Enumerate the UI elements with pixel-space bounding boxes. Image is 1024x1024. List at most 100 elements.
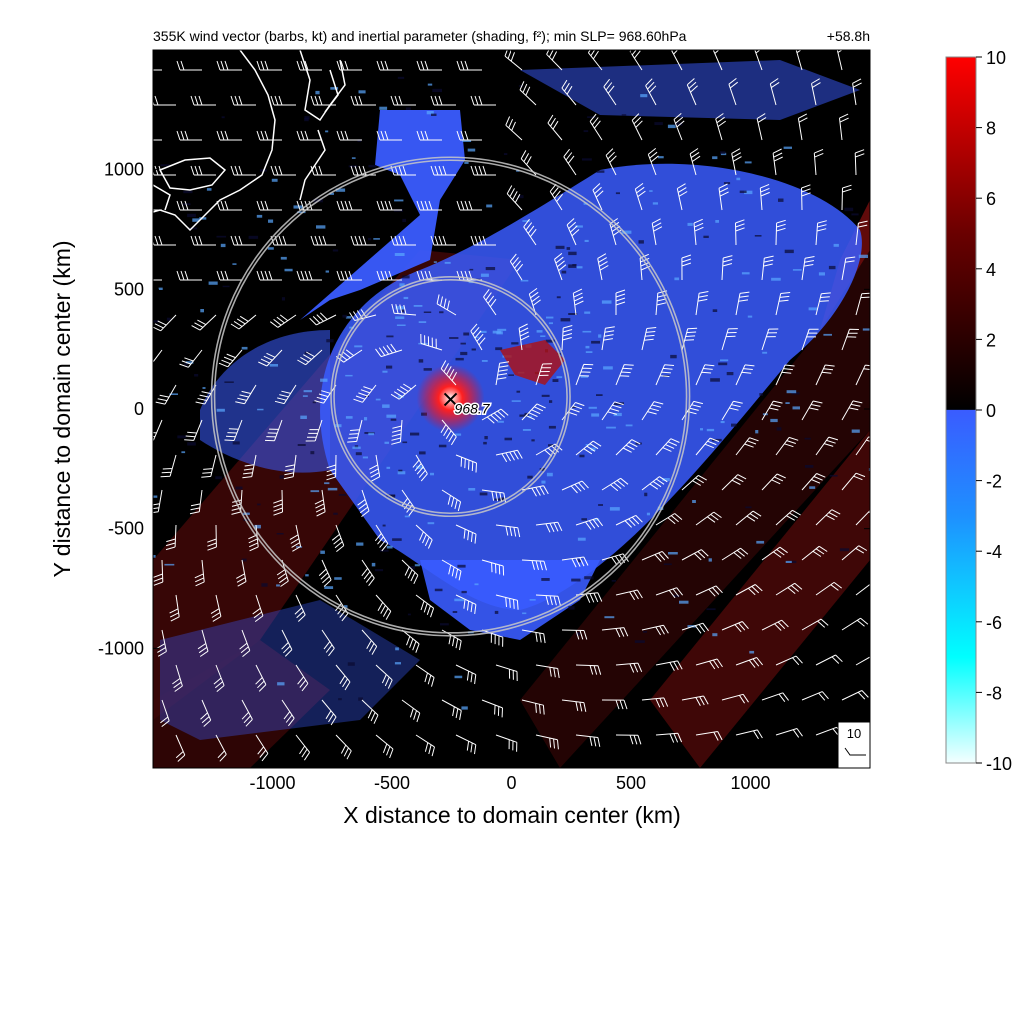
shading-speckle [74, 335, 83, 338]
wind-barb [841, 184, 852, 211]
wind-barb [153, 165, 176, 176]
wind-barb [523, 218, 537, 246]
colorbar-tick-label: 2 [986, 330, 996, 350]
shading-speckle [329, 192, 334, 195]
shading-speckle [520, 279, 529, 282]
wind-barb [504, 50, 523, 71]
shading-speckle [324, 482, 330, 485]
wind-barb [535, 734, 559, 750]
shading-speckle [755, 430, 759, 434]
reference-barb-box: 10 [837, 721, 871, 769]
wind-barb [230, 314, 257, 330]
wind-barb [855, 364, 870, 386]
shading-speckle [27, 322, 32, 325]
shading-speckle [809, 486, 816, 489]
wind-barb [575, 363, 594, 386]
x-tick-label: 500 [616, 773, 646, 793]
shading-speckle [384, 441, 389, 444]
wind-barb [651, 218, 663, 246]
shading-speckle [402, 441, 408, 444]
shading-speckle [462, 140, 472, 142]
shading-speckle [556, 296, 561, 299]
shading-speckle [389, 495, 396, 498]
wind-barb [655, 438, 680, 456]
shading-speckle [577, 559, 581, 563]
shading-speckle [153, 495, 158, 498]
shading-speckle [804, 437, 811, 440]
wind-barb [689, 148, 701, 176]
shading-speckle [280, 256, 287, 260]
range-ring [213, 159, 688, 634]
shading-speckle [279, 475, 284, 479]
shading-speckle [720, 359, 729, 362]
shading-speckle [555, 245, 565, 249]
shading-speckle [621, 114, 627, 116]
shading-speckle [703, 235, 709, 238]
shading-speckle [419, 451, 426, 455]
shading-speckle [342, 314, 348, 318]
shading-speckle [744, 190, 753, 195]
wind-barb [731, 148, 742, 176]
shading-speckle [546, 316, 554, 319]
shading-speckle [315, 90, 320, 95]
wind-barb [801, 545, 828, 561]
shading-speckle [584, 576, 594, 580]
shading-speckle [310, 490, 320, 493]
shading-speckle [503, 153, 508, 155]
shading-speckle [426, 111, 434, 115]
shading-speckle [591, 413, 600, 417]
wind-barb [456, 200, 482, 211]
shading-speckle [496, 331, 503, 335]
shading-speckle [828, 265, 836, 270]
wind-barb [153, 349, 163, 363]
shading-speckle [85, 238, 93, 241]
wind-barb [681, 622, 709, 634]
wind-barb [615, 734, 642, 745]
wind-barb [775, 582, 803, 596]
shading-speckle [215, 476, 222, 480]
x-tick-label: -500 [374, 773, 410, 793]
wind-barb [197, 629, 209, 657]
wind-barb [314, 489, 326, 517]
plot-area: 968.7 [27, 50, 905, 768]
shading-speckle [398, 469, 403, 473]
wind-barb [549, 183, 563, 211]
wind-barb [369, 454, 381, 482]
wind-barb [483, 289, 497, 316]
wind-barb [721, 547, 749, 561]
reference-barb-icon [844, 747, 866, 756]
wind-barb [179, 349, 203, 368]
shading-speckle [183, 190, 193, 194]
wind-barb [647, 148, 659, 176]
shading-speckle [454, 675, 463, 679]
shading-speckle [276, 584, 280, 587]
wind-barb [310, 165, 336, 176]
x-tick-label: 1000 [730, 773, 770, 793]
shading-speckle [504, 437, 512, 441]
shading-speckle [611, 580, 616, 582]
shading-speckle [561, 270, 567, 274]
wind-barb [470, 165, 496, 176]
wind-barb [521, 699, 545, 715]
shading-speckle [368, 237, 372, 241]
shading-speckle [326, 339, 334, 343]
wind-barb [297, 349, 323, 366]
shading-speckle [546, 472, 553, 477]
shading-speckle [598, 334, 602, 338]
shading-speckle [325, 130, 329, 133]
wind-barb [693, 218, 704, 246]
shading-speckle [81, 488, 87, 490]
shading-speckle [352, 446, 361, 449]
shading-speckle [634, 640, 645, 643]
wind-barb [841, 472, 866, 491]
wind-barb [575, 734, 601, 747]
wind-barb [401, 629, 420, 653]
shading-speckle [896, 319, 905, 321]
shading-speckle [131, 394, 141, 396]
range-ring [210, 156, 691, 637]
shading-speckle [160, 164, 170, 167]
shading-speckle [257, 503, 261, 506]
shading-speckle [200, 309, 204, 313]
wind-barb [153, 419, 163, 441]
shading-speckle [338, 494, 347, 496]
